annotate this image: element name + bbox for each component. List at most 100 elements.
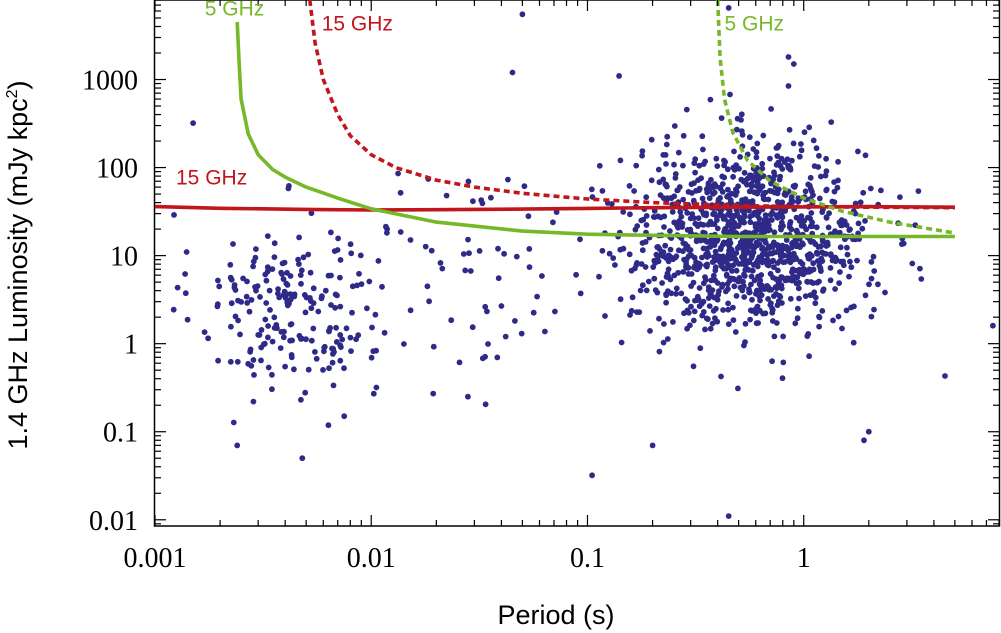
data-point bbox=[215, 357, 222, 364]
data-point bbox=[466, 250, 472, 257]
data-point bbox=[296, 234, 302, 241]
data-point bbox=[640, 216, 647, 223]
data-point bbox=[662, 152, 669, 158]
data-point bbox=[730, 222, 737, 229]
data-point bbox=[735, 278, 741, 285]
x-tick-label: 0.001 bbox=[124, 543, 187, 574]
data-point bbox=[720, 307, 726, 313]
data-point bbox=[695, 296, 702, 302]
data-point bbox=[286, 300, 292, 307]
data-point bbox=[713, 183, 719, 190]
data-point bbox=[183, 249, 190, 255]
data-point bbox=[733, 162, 739, 169]
data-point bbox=[373, 384, 380, 391]
data-point bbox=[330, 351, 336, 357]
data-point bbox=[674, 187, 681, 194]
data-point bbox=[252, 254, 259, 261]
data-point bbox=[333, 324, 339, 331]
data-point bbox=[599, 247, 606, 254]
data-point bbox=[723, 258, 729, 264]
data-point bbox=[711, 238, 718, 245]
data-point bbox=[525, 213, 532, 220]
data-point bbox=[835, 158, 841, 165]
data-point bbox=[751, 209, 758, 216]
data-point bbox=[762, 212, 769, 219]
data-point bbox=[616, 73, 622, 79]
data-point bbox=[313, 355, 320, 362]
data-point bbox=[298, 280, 304, 287]
data-point bbox=[638, 261, 645, 267]
data-point bbox=[470, 198, 476, 205]
data-point bbox=[827, 265, 834, 271]
data-point bbox=[685, 271, 692, 277]
data-point bbox=[326, 365, 332, 372]
data-point bbox=[854, 257, 860, 264]
data-point bbox=[287, 273, 294, 279]
data-point bbox=[634, 309, 640, 315]
data-point bbox=[807, 185, 814, 192]
data-point bbox=[708, 277, 715, 284]
data-point bbox=[577, 290, 584, 297]
data-point bbox=[738, 128, 745, 135]
data-point bbox=[307, 269, 314, 276]
data-point bbox=[867, 185, 874, 192]
data-point bbox=[663, 299, 669, 306]
data-point bbox=[700, 146, 706, 153]
data-point bbox=[469, 324, 476, 331]
data-point bbox=[875, 281, 881, 288]
data-point bbox=[831, 188, 838, 195]
data-point bbox=[791, 184, 798, 190]
data-point bbox=[866, 281, 872, 288]
data-point bbox=[868, 259, 875, 265]
data-point bbox=[779, 375, 786, 382]
data-point bbox=[246, 308, 253, 315]
x-tick-label: 1 bbox=[797, 543, 811, 574]
data-point bbox=[691, 308, 698, 315]
data-point bbox=[278, 329, 285, 335]
data-point bbox=[341, 413, 348, 420]
data-point bbox=[792, 320, 799, 327]
data-point bbox=[730, 252, 736, 258]
data-point bbox=[321, 344, 328, 351]
data-point bbox=[655, 258, 662, 265]
data-point bbox=[639, 152, 645, 159]
data-point bbox=[789, 269, 795, 275]
data-point bbox=[828, 252, 834, 259]
data-point bbox=[771, 229, 778, 236]
data-point bbox=[780, 333, 786, 340]
data-point bbox=[734, 210, 741, 217]
data-point bbox=[356, 270, 362, 277]
data-point bbox=[662, 242, 669, 249]
data-point bbox=[627, 312, 633, 318]
data-point bbox=[794, 274, 801, 281]
data-point bbox=[643, 194, 650, 201]
data-point bbox=[707, 96, 714, 103]
data-point bbox=[780, 359, 787, 366]
data-point bbox=[653, 251, 660, 258]
data-point bbox=[737, 284, 744, 291]
curve-15ghz-dashed-red bbox=[308, 0, 955, 210]
x-axis-label: Period (s) bbox=[497, 600, 614, 630]
data-point bbox=[291, 293, 298, 300]
data-point bbox=[596, 273, 602, 280]
data-point bbox=[228, 300, 235, 307]
data-point bbox=[868, 313, 875, 320]
data-point bbox=[654, 244, 661, 251]
data-point bbox=[778, 274, 785, 280]
data-point bbox=[740, 250, 747, 257]
data-point bbox=[513, 253, 520, 260]
data-point bbox=[670, 319, 676, 325]
data-point bbox=[814, 251, 821, 257]
data-point bbox=[802, 293, 809, 299]
data-point bbox=[759, 165, 766, 172]
data-point bbox=[697, 221, 704, 228]
data-point bbox=[407, 307, 414, 314]
data-point bbox=[710, 272, 717, 279]
data-point bbox=[751, 277, 758, 284]
data-point bbox=[612, 262, 618, 268]
data-point bbox=[298, 336, 304, 342]
data-point bbox=[656, 315, 662, 322]
data-point bbox=[725, 219, 732, 226]
data-point bbox=[773, 320, 780, 326]
